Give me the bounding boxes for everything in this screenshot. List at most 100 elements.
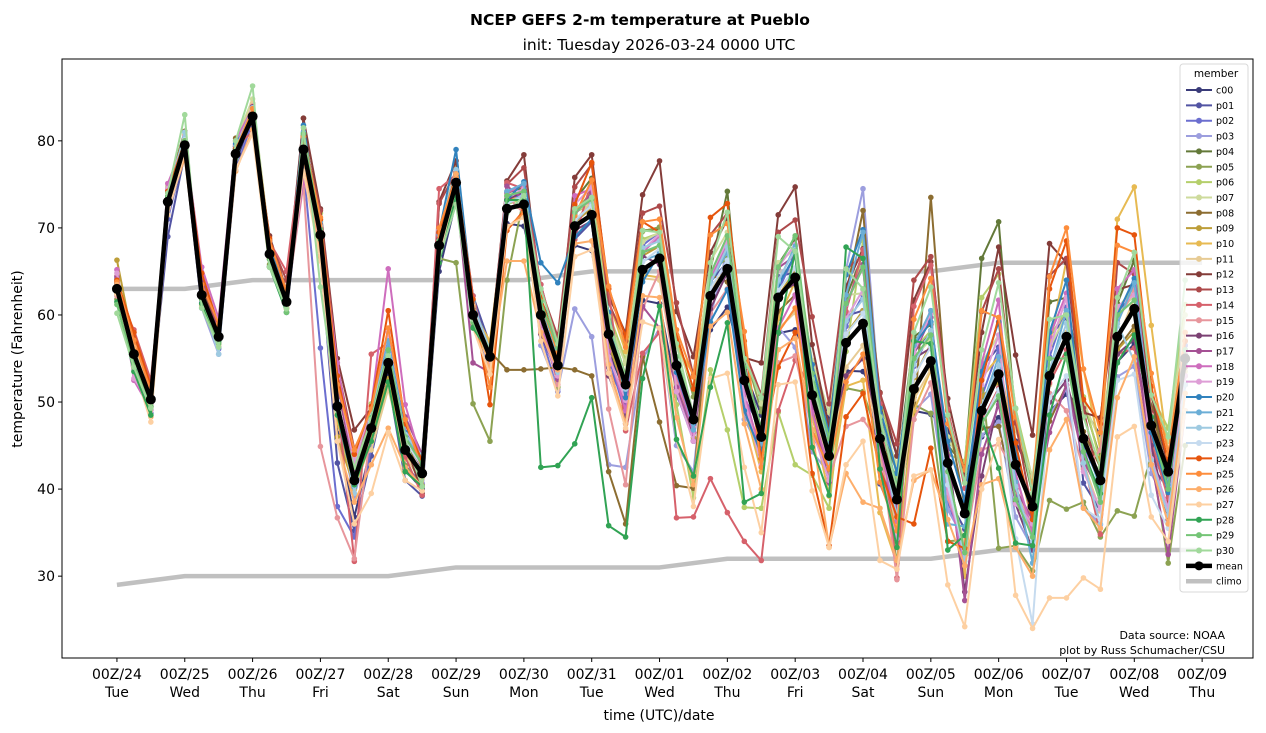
member-point — [487, 401, 493, 408]
member-point — [1165, 551, 1172, 558]
legend-label: p06 — [1216, 178, 1234, 189]
mean-point — [1010, 459, 1021, 470]
mean-point — [807, 390, 818, 401]
member-point — [368, 490, 375, 497]
member-point — [758, 360, 765, 366]
member-point — [1165, 560, 1172, 566]
member-point — [1080, 575, 1087, 581]
member-series-p12 — [114, 115, 1188, 497]
mean-point — [1078, 433, 1089, 444]
x-tick-label-day: Sun — [443, 685, 470, 701]
member-point — [843, 300, 849, 307]
member-point — [911, 329, 917, 336]
member-point — [1131, 371, 1138, 377]
x-tick-label-day: Tue — [104, 685, 129, 701]
member-point — [1148, 370, 1155, 377]
legend-swatch-marker — [1196, 317, 1202, 324]
mean-point — [976, 405, 987, 416]
member-point — [1063, 416, 1070, 423]
member-point — [504, 183, 510, 189]
x-tick-label-day: Fri — [312, 685, 329, 701]
member-point — [809, 488, 815, 494]
member-point — [419, 483, 425, 490]
x-tick-label-date: 00Z/08 — [1109, 667, 1159, 683]
member-point — [656, 325, 663, 331]
member-point — [1080, 460, 1087, 466]
member-point — [639, 319, 646, 325]
mean-point — [654, 253, 665, 264]
member-point — [707, 214, 714, 221]
member-point — [1131, 423, 1138, 430]
member-point — [860, 438, 866, 445]
member-point — [1046, 355, 1053, 362]
member-point — [860, 390, 866, 397]
member-point — [995, 419, 1002, 425]
legend-swatch-marker — [1196, 133, 1202, 140]
mean-point — [468, 309, 479, 320]
legend-label: p16 — [1216, 331, 1234, 342]
legend-label: p20 — [1216, 393, 1234, 404]
mean-point — [417, 468, 428, 479]
x-tick-label-day: Wed — [644, 685, 675, 701]
member-point — [860, 377, 866, 384]
legend-item-p15: p15 — [1186, 316, 1234, 327]
x-tick-label-date: 00Z/07 — [1042, 667, 1092, 683]
legend-label: c00 — [1216, 86, 1233, 97]
member-point — [809, 341, 815, 348]
legend-swatch-marker — [1196, 271, 1202, 278]
mean-point — [1061, 331, 1072, 342]
member-series-p17 — [114, 111, 1188, 604]
member-point — [1012, 496, 1019, 503]
member-point — [1114, 434, 1121, 440]
member-point — [656, 294, 663, 301]
legend-swatch-marker — [1194, 561, 1204, 571]
member-point — [368, 461, 375, 468]
member-point — [1097, 531, 1104, 538]
member-point — [385, 429, 392, 436]
member-point — [538, 338, 544, 344]
mean-point — [213, 331, 224, 342]
member-point — [860, 185, 866, 192]
member-point — [538, 366, 544, 372]
legend-label: p17 — [1216, 346, 1234, 357]
member-point — [521, 165, 527, 171]
legend-item-climo: climo — [1186, 577, 1242, 588]
member-point — [1165, 538, 1172, 545]
data-source-note: Data source: NOAA — [1119, 629, 1225, 642]
y-tick-label: 70 — [37, 221, 55, 237]
member-point — [622, 481, 629, 488]
legend-label: p01 — [1216, 101, 1234, 112]
member-point — [656, 303, 663, 310]
member-point — [792, 248, 798, 255]
mean-point — [1129, 303, 1140, 314]
member-point — [571, 201, 578, 208]
y-tick-label: 40 — [37, 482, 55, 498]
member-point — [1148, 322, 1155, 329]
x-tick-label-day: Thu — [1188, 685, 1215, 701]
legend-label: p28 — [1216, 515, 1234, 526]
member-point — [928, 284, 934, 290]
legend-swatch-marker — [1196, 532, 1202, 539]
legend-label: p19 — [1216, 377, 1234, 388]
member-point — [792, 461, 798, 468]
member-point — [707, 232, 714, 238]
legend-item-p19: p19 — [1186, 377, 1234, 388]
member-point — [656, 158, 663, 164]
mean-point — [518, 199, 529, 210]
member-point — [131, 364, 137, 371]
member-point — [148, 405, 154, 411]
member-point — [656, 216, 663, 222]
member-point — [1114, 286, 1121, 292]
legend-swatch-marker — [1196, 394, 1202, 400]
member-point — [554, 462, 561, 469]
mean-line — [114, 114, 1188, 516]
mean-point — [1112, 331, 1123, 342]
member-point — [1029, 625, 1036, 632]
legend-item-p14: p14 — [1186, 300, 1234, 311]
member-point — [283, 306, 290, 312]
member-point — [928, 194, 934, 201]
member-point — [554, 279, 561, 286]
member-point — [690, 473, 697, 479]
member-point — [758, 557, 765, 564]
mean-point — [942, 457, 953, 468]
